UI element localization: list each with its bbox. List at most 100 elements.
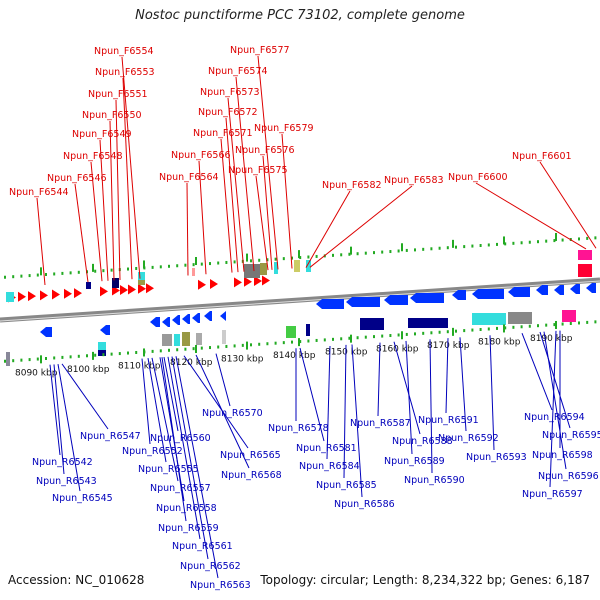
reverse-gene-label: Npun_R6589 [384,456,445,467]
reverse-gene-arrow [220,311,226,321]
reverse-gene-label: Npun_R6570 [202,408,263,419]
reverse-gene-label: Npun_R6592 [438,433,499,444]
reverse-leader-line [147,358,167,463]
reverse-leader-line [183,355,249,449]
reverse-leader-line [53,364,65,475]
forward-gene-arrow [210,278,218,289]
forward-gene-arrow [74,288,82,299]
major-tick [555,320,557,329]
tick-mark [200,346,203,350]
reverse-gene-box [98,350,106,356]
reverse-gene-box [508,312,532,324]
reverse-gene-arrow [162,317,170,327]
reverse-leader-line [377,342,381,417]
reverse-gene-label: Npun_R6585 [316,480,377,491]
tick-mark [291,340,293,344]
reverse-gene-box [182,332,190,346]
tick-mark [168,348,170,352]
forward-gene-box [306,260,311,272]
forward-gene-box [138,280,145,285]
forward-gene-label: Npun_F6573 [200,87,260,98]
forward-leader-line [225,117,239,273]
forward-leader-line [115,99,121,281]
tick-mark [463,329,466,333]
forward-gene-arrow [100,286,108,297]
reverse-leader-line [521,333,553,411]
forward-gene-box [86,282,91,289]
backbone-highlight [0,280,600,322]
reverse-gene-label: Npun_R6586 [334,499,395,510]
forward-gene-label: Npun_F6575 [228,165,288,176]
tick-mark [192,263,195,267]
forward-leader-line [309,185,413,268]
coordinate-label: 8110 kbp [118,361,161,371]
tick-mark [28,358,31,362]
tick-mark [430,247,433,251]
tick-mark [364,335,367,339]
tick-mark [176,264,179,268]
reverse-gene-label: Npun_R6545 [52,493,113,504]
reverse-leader-line [195,354,250,469]
genome-summary: Topology: circular; Length: 8,234,322 bp… [260,573,590,587]
tick-mark [45,272,47,276]
tick-mark [479,328,482,332]
forward-leader-line [220,138,233,273]
reverse-gene-label: Npun_R6587 [350,418,411,429]
reverse-leader-line [151,357,179,482]
tick-mark [414,248,416,252]
tick-mark [520,325,523,329]
forward-leader-line [186,182,189,276]
tick-mark [135,266,138,270]
tick-mark [217,261,220,265]
forward-leader-line [475,182,587,250]
forward-gene-label: Npun_F6544 [9,187,69,198]
forward-leader-line [36,197,46,286]
tick-mark [110,268,113,272]
reverse-gene-label: Npun_R6590 [404,475,465,486]
tick-mark [373,251,375,255]
reverse-gene-label: Npun_R6588 [392,436,453,447]
tick-mark [299,256,302,260]
forward-gene-arrow [40,290,48,301]
forward-leader-line [539,161,597,249]
tick-mark [405,248,408,252]
reverse-gene-arrow [316,299,344,309]
tick-mark [266,258,269,262]
reverse-gene-box [174,334,180,346]
tick-mark [86,354,88,358]
tick-mark [422,331,425,335]
reverse-feature-row [6,283,596,366]
tick-mark [332,253,334,257]
forward-gene-box [260,263,267,275]
forward-gene-label: Npun_F6566 [171,150,231,161]
forward-gene-box [138,272,145,280]
tick-mark [209,262,211,266]
reverse-gene-box [408,318,448,328]
tick-mark [94,353,97,357]
coordinate-labels: 8090 kbp 8100 kbp 8110 kbp 8120 kbp 8130 kbp… [15,334,573,378]
tick-mark [594,320,597,324]
tick-mark [291,256,293,260]
reverse-gene-box [98,342,106,354]
tick-mark [258,258,261,262]
major-tick [92,263,94,272]
tick-mark [307,339,310,343]
reverse-leader-line [351,344,363,498]
reverse-gene-label: Npun_R6559 [158,523,219,534]
forward-gene-arrow [244,276,252,287]
forward-gene-label: Npun_F6548 [63,151,123,162]
tick-mark [496,242,498,246]
tick-mark [537,324,539,328]
reverse-leader-line [57,364,81,492]
tick-mark [250,343,252,347]
forward-leader-line [227,97,245,272]
tick-mark [315,254,318,258]
forward-gene-label: Npun_F6549 [72,129,132,140]
reverse-leader-line [215,353,231,407]
reverse-gene-label: Npun_R6561 [172,541,233,552]
reverse-gene-arrow [472,289,504,299]
forward-leader-line [257,55,279,270]
tick-mark [332,337,334,341]
tick-mark [127,267,129,271]
